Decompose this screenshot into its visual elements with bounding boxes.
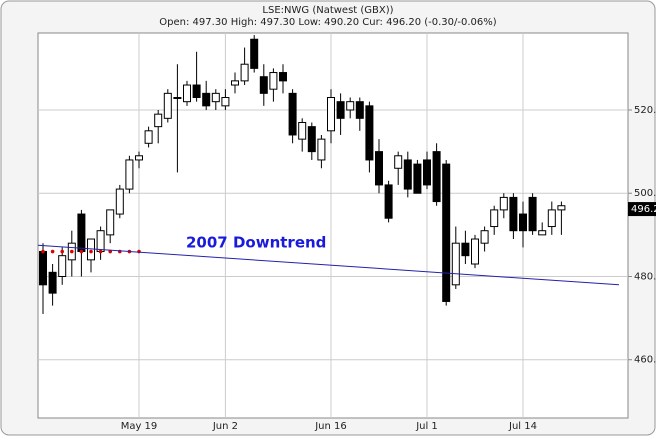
candle-body (259, 76, 268, 94)
candle-body (403, 159, 412, 190)
candle-body (432, 151, 441, 203)
y-tick-label: 460.0 (634, 355, 656, 366)
candle-body (250, 38, 259, 69)
candle-body (509, 196, 518, 232)
chart-title: LSE:NWG (Natwest (GBX)) (262, 5, 393, 16)
candle-body (173, 97, 182, 100)
candle-body (317, 138, 326, 161)
support-dot (70, 249, 74, 254)
y-tick-label: 480.0 (634, 271, 656, 282)
plot-area (37, 32, 629, 419)
candle-body (423, 159, 431, 186)
candle-body (528, 196, 537, 232)
candle-body (394, 155, 403, 169)
x-tick-label: May 19 (121, 421, 158, 432)
support-dot (137, 249, 141, 254)
y-tick-label: 500.0 (634, 188, 656, 199)
support-dot (89, 249, 93, 254)
candle-body (202, 92, 211, 107)
candle-body (77, 213, 86, 253)
candle-body (135, 155, 143, 161)
candle-body (307, 126, 316, 153)
candle-body (557, 205, 566, 211)
current-price-label: 496.2 (631, 204, 656, 215)
support-dot (60, 249, 64, 254)
candle-body (240, 63, 249, 82)
candle-body (298, 121, 307, 140)
candle-body (384, 184, 393, 219)
candle-body (106, 209, 115, 236)
candle-body (48, 271, 57, 294)
candle-body (115, 188, 124, 215)
trendline-label: 2007 Downtrend (186, 234, 326, 252)
candle-body (336, 101, 345, 119)
candle-body (346, 101, 355, 111)
x-tick-label: Jun 16 (314, 421, 347, 432)
candle-body (231, 80, 239, 86)
candle-body (163, 92, 172, 119)
candle-body (471, 238, 479, 265)
candle-body (538, 230, 547, 236)
support-dot (98, 249, 103, 254)
candle-body (499, 196, 508, 211)
trendline (37, 244, 620, 286)
candle-body (96, 230, 105, 253)
candle-body (451, 242, 460, 286)
candle-body (58, 255, 67, 277)
candle-body (144, 130, 153, 144)
candle-body (413, 163, 422, 194)
candle-body (288, 92, 297, 136)
candle-body (442, 163, 451, 302)
candle-body (221, 97, 230, 107)
candle-body (365, 105, 374, 161)
chart-subtitle: Open: 497.30 High: 497.30 Low: 490.20 Cu… (159, 17, 496, 28)
candle-body (211, 92, 220, 103)
support-dot (50, 249, 55, 254)
candle-body (269, 72, 278, 90)
candle-body (547, 209, 556, 228)
candle-body (355, 101, 364, 119)
candle-body (192, 84, 201, 99)
candle-body (39, 251, 47, 286)
candle-body (375, 151, 383, 186)
candle-body (327, 97, 335, 132)
candle-body (279, 72, 287, 82)
support-dot (79, 249, 84, 254)
candle-body (480, 230, 489, 244)
x-tick-label: Jul 14 (508, 421, 537, 432)
x-tick-label: Jun 2 (212, 421, 238, 432)
current-price-box (628, 202, 656, 217)
support-dot (41, 249, 45, 254)
candle-body (519, 213, 527, 232)
candle-body (461, 242, 470, 257)
candle-body (490, 209, 499, 228)
candle-body (125, 159, 134, 190)
x-tick-label: Jul 1 (415, 421, 438, 432)
candle-body (183, 84, 191, 103)
y-tick-label: 520.0 (634, 105, 656, 116)
candle-body (154, 113, 163, 128)
